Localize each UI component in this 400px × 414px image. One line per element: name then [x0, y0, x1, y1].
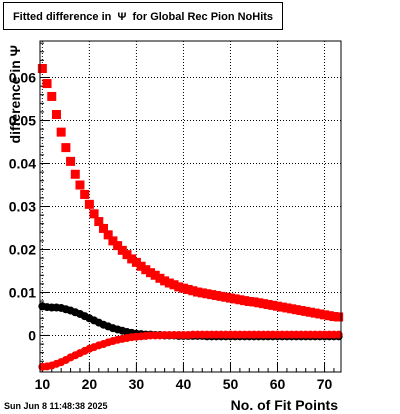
y-tick-label: 0.06 — [9, 70, 36, 86]
data-point-square — [221, 292, 231, 302]
data-point-square — [80, 189, 90, 199]
data-point-square — [66, 156, 76, 166]
x-axis-label: No. of Fit Points — [231, 397, 339, 413]
x-tick-label: 10 — [35, 376, 51, 392]
data-point-square — [287, 304, 297, 314]
axis-ticks — [40, 42, 335, 372]
series-0 — [37, 64, 344, 322]
data-point-square — [56, 127, 66, 137]
data-point-square — [89, 209, 99, 219]
y-tick-label: 0.02 — [9, 241, 36, 257]
data-point-square — [301, 306, 311, 316]
data-point-square — [235, 295, 245, 305]
data-point-square — [84, 199, 94, 209]
data-point-square — [47, 91, 57, 101]
plot-frame — [39, 40, 342, 373]
data-point-square — [329, 312, 339, 322]
data-point-square — [197, 288, 207, 298]
data-point-square — [127, 254, 137, 264]
x-tick-label: 60 — [270, 376, 286, 392]
data-point-square — [334, 312, 344, 322]
data-point-square — [249, 297, 259, 307]
data-point-square — [42, 79, 52, 89]
data-point-square — [113, 241, 123, 251]
data-point-square — [169, 280, 179, 290]
data-point-square — [164, 278, 174, 288]
data-point-square — [216, 291, 226, 301]
tick-labels: 10 20 30 40 50 60 70 0 0.01 0.02 0.03 0.04 0.05 0.06 — [9, 70, 333, 392]
data-point-square — [268, 300, 278, 310]
data-point-square — [131, 257, 141, 267]
data-point-square — [225, 293, 235, 303]
data-point-square — [324, 311, 334, 321]
data-point-square — [178, 283, 188, 293]
data-point-square — [94, 217, 104, 227]
data-point-square — [37, 64, 47, 74]
data-point-square — [202, 289, 212, 299]
x-tick-label: 50 — [223, 376, 239, 392]
data-point-square — [146, 268, 156, 278]
data-point-square — [315, 309, 325, 319]
data-point-square — [51, 110, 61, 120]
data-point-square — [183, 284, 193, 294]
x-tick-label: 20 — [82, 376, 98, 392]
data-point-square — [277, 302, 287, 312]
chart-title: Fitted difference in Ψ for Global Rec Pi… — [12, 11, 274, 23]
data-point-square — [244, 297, 254, 307]
data-point-square — [103, 230, 113, 240]
y-tick-label: 0.04 — [9, 156, 36, 172]
data-point-square — [305, 307, 315, 317]
data-point-square — [70, 169, 80, 179]
data-point-square — [211, 290, 221, 300]
data-point-square — [141, 265, 151, 275]
x-tick-label: 70 — [317, 376, 333, 392]
y-tick-label: 0.01 — [9, 284, 36, 300]
y-tick-label: 0.03 — [9, 199, 36, 215]
y-tick-label: 0 — [28, 327, 36, 343]
data-point-square — [230, 294, 240, 304]
data-point-square — [136, 261, 146, 271]
data-point-square — [310, 308, 320, 318]
data-point-square — [108, 236, 118, 246]
data-point-square — [75, 180, 85, 190]
data-point-square — [258, 299, 268, 309]
data-point-square — [320, 310, 330, 320]
data-point-square — [240, 296, 250, 306]
data-point-square — [98, 223, 108, 233]
x-tick-label: 40 — [176, 376, 192, 392]
datestamp: Sun Jun 8 11:48:38 2025 — [4, 401, 108, 411]
data-point-square — [263, 300, 273, 310]
data-point-square — [296, 306, 306, 316]
data-point-square — [117, 245, 127, 255]
data-point-square — [61, 143, 71, 153]
data-point-square — [207, 290, 217, 300]
data-points — [37, 64, 344, 371]
data-point-square — [155, 273, 165, 283]
y-tick-label: 0.05 — [9, 113, 36, 129]
data-point-square — [254, 298, 264, 308]
data-point-square — [273, 301, 283, 311]
data-point-square — [122, 250, 132, 260]
data-point-square — [282, 303, 292, 313]
x-tick-label: 30 — [129, 376, 145, 392]
data-point-square — [188, 286, 198, 296]
data-point-square — [160, 276, 170, 286]
data-point-square — [291, 305, 301, 315]
title-box: Fitted difference in Ψ for Global Rec Pi… — [3, 2, 283, 30]
data-point-square — [150, 270, 160, 280]
y-axis-label: difference in Ψ — [7, 45, 23, 143]
series-2 — [38, 330, 343, 371]
data-point-square — [174, 282, 184, 292]
data-point-square — [193, 287, 203, 297]
